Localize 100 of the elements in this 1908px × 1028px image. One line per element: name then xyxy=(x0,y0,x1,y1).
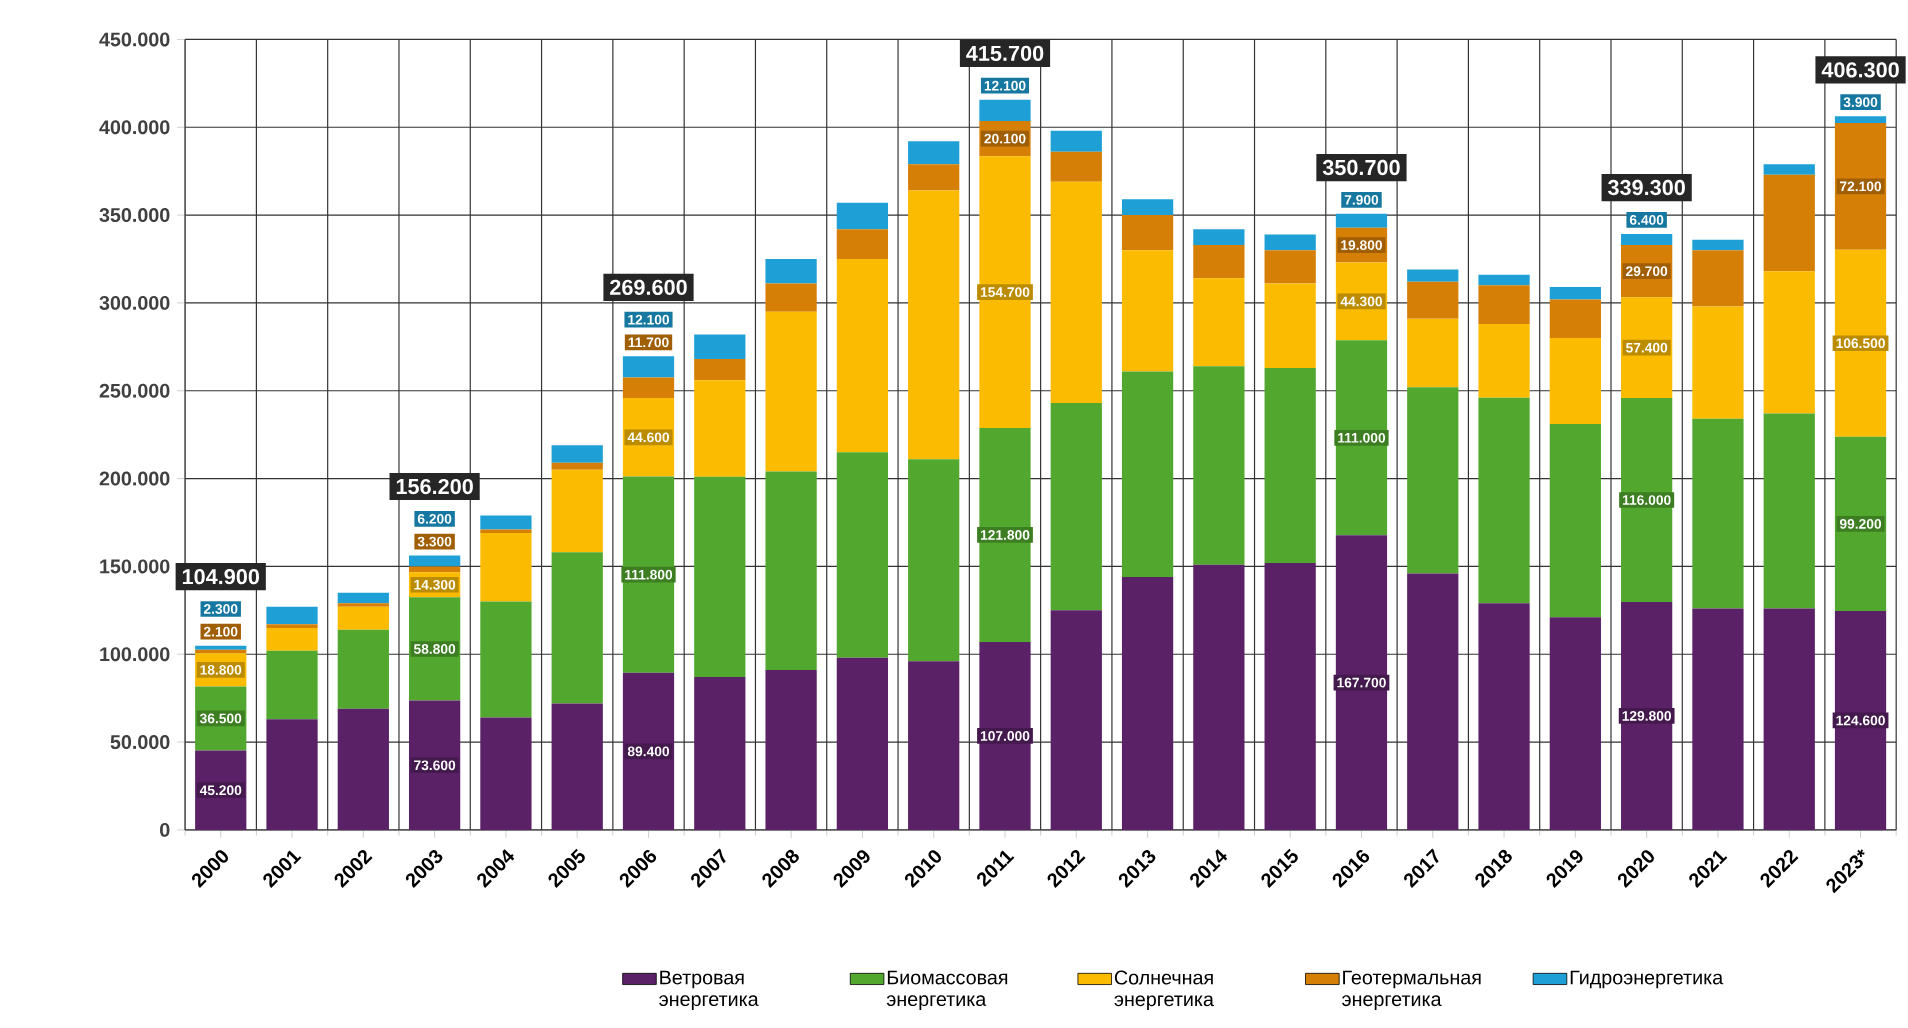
bar xyxy=(1264,368,1316,564)
bar xyxy=(694,380,746,478)
bar xyxy=(1050,182,1102,404)
bar xyxy=(266,719,318,831)
legend-label: Биомассовая энергетика xyxy=(886,971,1008,1011)
y-tick-label: 250.000 xyxy=(99,384,170,399)
total-label: 156.200 xyxy=(396,479,473,495)
bar xyxy=(622,476,675,674)
bar xyxy=(1335,214,1388,229)
bar xyxy=(1193,366,1245,566)
bar xyxy=(622,356,675,379)
bar xyxy=(551,463,603,471)
bar xyxy=(337,607,389,631)
bar xyxy=(1407,573,1459,831)
bar xyxy=(408,555,461,567)
bar xyxy=(1692,250,1744,307)
bar xyxy=(1692,419,1744,610)
bar xyxy=(1193,565,1245,831)
bar xyxy=(1335,535,1388,831)
bar xyxy=(908,141,960,165)
bar xyxy=(1121,199,1174,216)
bar xyxy=(765,670,817,831)
bar xyxy=(694,359,746,381)
bar xyxy=(266,628,318,652)
bar xyxy=(266,651,318,720)
y-tick-label: 150.000 xyxy=(100,559,170,574)
bar xyxy=(694,477,746,678)
bar xyxy=(1407,282,1459,320)
bar xyxy=(1763,164,1815,176)
bar xyxy=(979,428,1031,643)
bar xyxy=(1121,250,1174,372)
bar xyxy=(1050,610,1102,831)
bar xyxy=(1834,123,1887,251)
bar xyxy=(551,703,603,831)
bar xyxy=(551,470,603,553)
bar xyxy=(1549,338,1601,425)
bar xyxy=(765,472,817,671)
bar xyxy=(694,677,746,831)
bar xyxy=(1621,602,1673,831)
bar xyxy=(337,709,389,831)
y-tick-label: 50.000 xyxy=(110,735,170,750)
bar xyxy=(1763,175,1815,272)
legend-label: Геотермальная энергетика xyxy=(1342,971,1481,1011)
bar xyxy=(1335,340,1388,536)
bar xyxy=(1193,229,1245,246)
bar xyxy=(337,630,389,710)
bar xyxy=(551,552,603,704)
bar xyxy=(1549,424,1601,618)
bar xyxy=(1549,299,1601,339)
y-tick-label: 200.000 xyxy=(99,472,170,487)
bar xyxy=(836,229,889,260)
bar xyxy=(1834,611,1887,831)
legend-label: Гидроэнергетика xyxy=(1570,971,1724,989)
bar xyxy=(1121,577,1174,831)
bar xyxy=(480,533,532,603)
bar xyxy=(1121,371,1174,578)
bar xyxy=(551,445,603,464)
bar xyxy=(337,593,389,604)
bar xyxy=(1478,275,1530,286)
bar xyxy=(1478,398,1530,604)
bar xyxy=(408,566,461,573)
bar xyxy=(1050,152,1102,183)
total-label: 339.300 xyxy=(1607,180,1685,196)
bar xyxy=(908,164,960,191)
bar xyxy=(1621,398,1673,603)
bar xyxy=(979,642,1031,831)
bar xyxy=(1834,116,1887,124)
bar xyxy=(1478,603,1530,831)
y-tick-label: 400.000 xyxy=(99,120,170,135)
y-tick-label: 100.000 xyxy=(100,647,170,662)
bar xyxy=(1763,414,1815,610)
bar xyxy=(765,259,817,285)
bar xyxy=(979,156,1031,429)
bar xyxy=(1763,271,1815,415)
bar xyxy=(1834,250,1887,438)
total-label: 415.700 xyxy=(966,46,1044,62)
bar xyxy=(908,459,960,662)
total-label: 406.300 xyxy=(1821,62,1899,78)
bar xyxy=(836,203,889,230)
bar xyxy=(266,607,318,625)
bar xyxy=(408,701,461,831)
bar xyxy=(694,335,746,360)
total-label: 269.600 xyxy=(610,280,687,296)
bar xyxy=(1763,609,1815,831)
bar xyxy=(836,452,889,659)
bar xyxy=(1050,403,1102,611)
total-label: 104.900 xyxy=(182,569,260,585)
bar xyxy=(1549,617,1601,831)
bar xyxy=(480,602,532,718)
bar xyxy=(836,658,889,831)
bar xyxy=(480,717,532,831)
y-tick-label: 0 xyxy=(160,823,170,838)
bar xyxy=(908,190,960,460)
bar xyxy=(622,673,675,831)
bar xyxy=(1264,234,1316,251)
bar xyxy=(622,378,675,399)
bar xyxy=(765,284,817,313)
bar xyxy=(1193,278,1245,367)
bar xyxy=(1549,287,1601,300)
bar xyxy=(1407,270,1459,283)
